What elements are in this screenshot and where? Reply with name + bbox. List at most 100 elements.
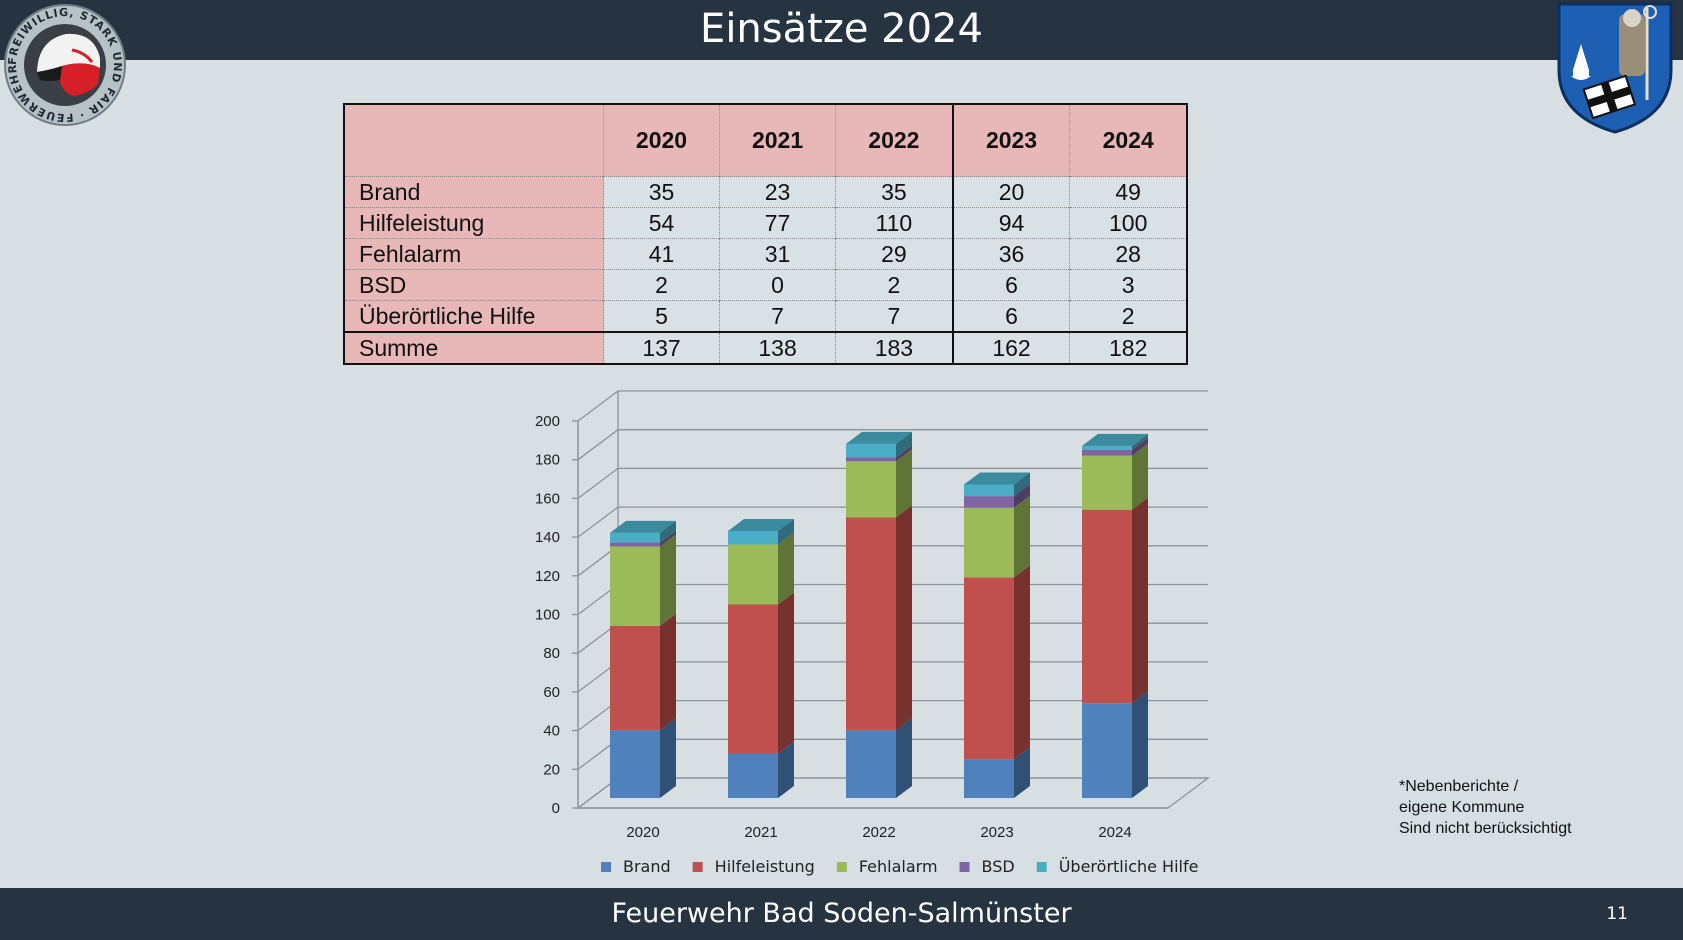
bar-segment-side bbox=[1132, 437, 1148, 456]
gridline-diagonal bbox=[577, 467, 619, 499]
y-tick-label: 180 bbox=[535, 452, 560, 469]
footer-bar bbox=[0, 888, 1683, 940]
bar-segment bbox=[964, 507, 1014, 578]
table-cell: 7 bbox=[835, 300, 953, 332]
x-tick-label: 2021 bbox=[744, 824, 777, 841]
bar-segment bbox=[964, 577, 1014, 760]
bar-segment-side bbox=[778, 532, 794, 605]
bar-segment bbox=[846, 730, 896, 798]
table-cell: 28 bbox=[1069, 238, 1187, 270]
bar-segment bbox=[728, 530, 778, 545]
bar-segment bbox=[846, 517, 896, 731]
bar-segment-side bbox=[1014, 495, 1030, 578]
stacked-bar-chart: 0 20 40 60 80 100 120 140 160 180 200 2020 2021 2022 2… bbox=[535, 390, 1210, 876]
table-cell: 3 bbox=[1069, 269, 1187, 301]
table-row: Überörtliche Hilfe 5 7 7 6 2 bbox=[344, 300, 1187, 332]
table-cell: 49 bbox=[1069, 176, 1187, 208]
table-cell: 5 bbox=[602, 300, 720, 332]
table-row-label: Fehlalarm bbox=[344, 238, 604, 270]
bar-segment-side bbox=[660, 534, 676, 626]
table-cell: 6 bbox=[951, 300, 1070, 332]
table-header-year: 2021 bbox=[719, 104, 836, 177]
bar-segment bbox=[846, 457, 896, 462]
bar-segment-side bbox=[660, 718, 676, 798]
y-tick-label: 100 bbox=[535, 607, 560, 624]
table-cell: 162 bbox=[951, 331, 1070, 364]
bar-segment-side bbox=[660, 613, 676, 731]
bar-top bbox=[846, 431, 912, 444]
bar-segment bbox=[728, 544, 778, 605]
bar-segment bbox=[1082, 445, 1132, 450]
y-tick-label: 200 bbox=[535, 413, 560, 430]
table-cell: 137 bbox=[602, 331, 720, 364]
legend-label: Überörtliche Hilfe bbox=[1059, 857, 1199, 876]
bar-segment bbox=[610, 730, 660, 798]
bar-top bbox=[728, 518, 794, 531]
bar-segment bbox=[1082, 703, 1132, 798]
bar-segment-side bbox=[1014, 747, 1030, 798]
table-cell: 2 bbox=[602, 269, 720, 301]
bar-segment bbox=[610, 546, 660, 626]
bar-segment-side bbox=[896, 449, 912, 518]
table-header-year: 2022 bbox=[835, 104, 953, 177]
table-cell: 41 bbox=[602, 238, 720, 270]
bar-segment-side bbox=[1014, 565, 1030, 760]
bar-segment-side bbox=[896, 445, 912, 462]
table-row: Hilfeleistung 54 77 110 94 100 bbox=[344, 207, 1187, 239]
table-cell: 182 bbox=[1069, 331, 1187, 364]
table-cell: 100 bbox=[1069, 207, 1187, 239]
y-tick-label: 140 bbox=[535, 529, 560, 546]
municipal-coat-of-arms-icon bbox=[1557, 2, 1673, 134]
bar-segment-side bbox=[1132, 691, 1148, 798]
bar-segment-side bbox=[1014, 484, 1030, 508]
statistics-table: 2020 2021 2022 2023 2024 Brand 35 23 35 … bbox=[343, 103, 1188, 365]
table-cell: 77 bbox=[719, 207, 836, 239]
table-row-label: Überörtliche Hilfe bbox=[344, 300, 604, 332]
table-row-label: Summe bbox=[344, 331, 604, 364]
legend-label: Hilfeleistung bbox=[715, 857, 815, 876]
legend-swatch bbox=[601, 862, 611, 872]
table-cell: 31 bbox=[719, 238, 836, 270]
bar-segment bbox=[1082, 455, 1132, 510]
y-tick-label: 120 bbox=[535, 568, 560, 585]
bar-segment-side bbox=[1132, 443, 1148, 510]
table-cell: 23 bbox=[719, 176, 836, 208]
legend-swatch bbox=[959, 862, 970, 872]
table-row-label: Brand bbox=[344, 176, 604, 208]
table-cell: 36 bbox=[951, 238, 1070, 270]
x-tick-label: 2023 bbox=[980, 824, 1013, 841]
table-row-label: BSD bbox=[344, 269, 604, 301]
page-number: 11 bbox=[1606, 904, 1628, 924]
footnote-line: eigene Kommune bbox=[1399, 799, 1525, 816]
legend-label: BSD bbox=[982, 857, 1015, 876]
table-cell: 7 bbox=[719, 300, 836, 332]
table-cell: 0 bbox=[719, 269, 836, 301]
table-cell: 54 bbox=[602, 207, 720, 239]
bar-segment bbox=[610, 542, 660, 547]
y-tick-label: 20 bbox=[543, 761, 560, 778]
page-title: Einsätze 2024 bbox=[700, 6, 983, 52]
bar-segment bbox=[964, 484, 1014, 497]
bar-segment bbox=[1082, 449, 1132, 456]
table-header-year: 2024 bbox=[1069, 104, 1187, 177]
table-row: Brand 35 23 35 20 49 bbox=[344, 176, 1187, 208]
table-cell: 110 bbox=[835, 207, 953, 239]
bar-segment-side bbox=[660, 530, 676, 547]
footnote-line: Sind nicht berücksichtigt bbox=[1399, 820, 1572, 837]
table-header-year: 2023 bbox=[951, 104, 1070, 177]
y-tick-label: 60 bbox=[543, 684, 560, 701]
bar-top bbox=[1082, 433, 1148, 446]
bar-segment-side bbox=[896, 431, 912, 458]
bar-top bbox=[610, 520, 676, 533]
table-cell: 2 bbox=[1069, 300, 1187, 332]
legend-swatch bbox=[836, 862, 847, 872]
bar-segment bbox=[1082, 509, 1132, 704]
bar-segment-side bbox=[1014, 472, 1030, 497]
table-cell: 138 bbox=[719, 331, 836, 364]
table-cell: 35 bbox=[835, 176, 953, 208]
table-header-year: 2020 bbox=[602, 104, 720, 177]
table-cell: 183 bbox=[835, 331, 953, 364]
table-cell: 29 bbox=[835, 238, 953, 270]
table-cell: 35 bbox=[602, 176, 720, 208]
gridline-diagonal bbox=[577, 506, 619, 538]
